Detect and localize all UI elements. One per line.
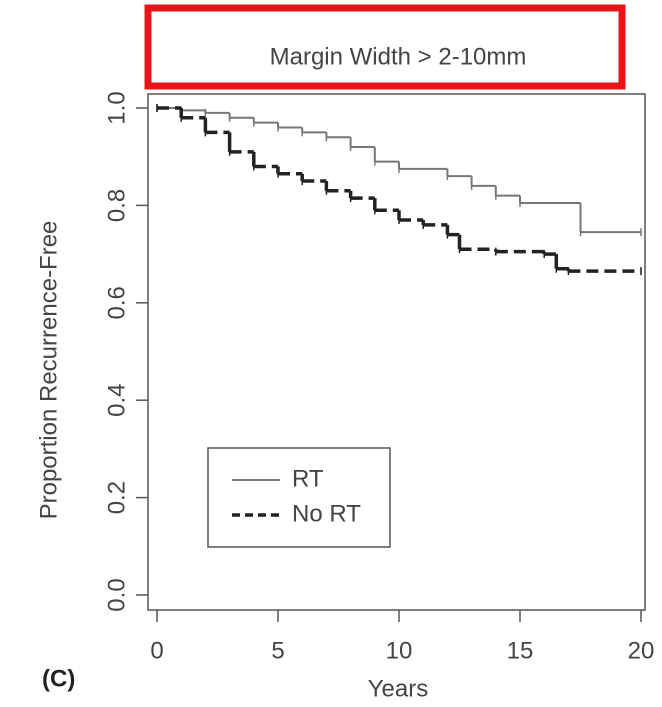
y-tick-label: 0.2 bbox=[103, 481, 130, 514]
x-tick-label: 10 bbox=[386, 637, 413, 664]
y-tick-label: 1.0 bbox=[103, 91, 130, 124]
legend-label: No RT bbox=[292, 500, 361, 527]
title-highlight bbox=[144, 4, 626, 90]
x-tick-label: 20 bbox=[628, 637, 655, 664]
legend-label: RT bbox=[292, 465, 324, 492]
legend bbox=[207, 447, 391, 548]
y-tick-label: 0.0 bbox=[103, 578, 130, 611]
chart-title: Margin Width > 2-10mm bbox=[270, 43, 527, 70]
y-tick-label: 0.4 bbox=[103, 384, 130, 417]
y-tick-label: 0.6 bbox=[103, 286, 130, 319]
x-tick-label: 5 bbox=[271, 637, 284, 664]
x-axis-label: Years bbox=[368, 675, 429, 702]
plot-frame bbox=[147, 93, 646, 611]
panel-label: (C) bbox=[42, 665, 75, 692]
y-axis-label: Proportion Recurrence-Free bbox=[35, 221, 62, 520]
x-tick-label: 0 bbox=[150, 637, 163, 664]
y-tick-label: 0.8 bbox=[103, 189, 130, 222]
x-tick-label: 15 bbox=[507, 637, 534, 664]
